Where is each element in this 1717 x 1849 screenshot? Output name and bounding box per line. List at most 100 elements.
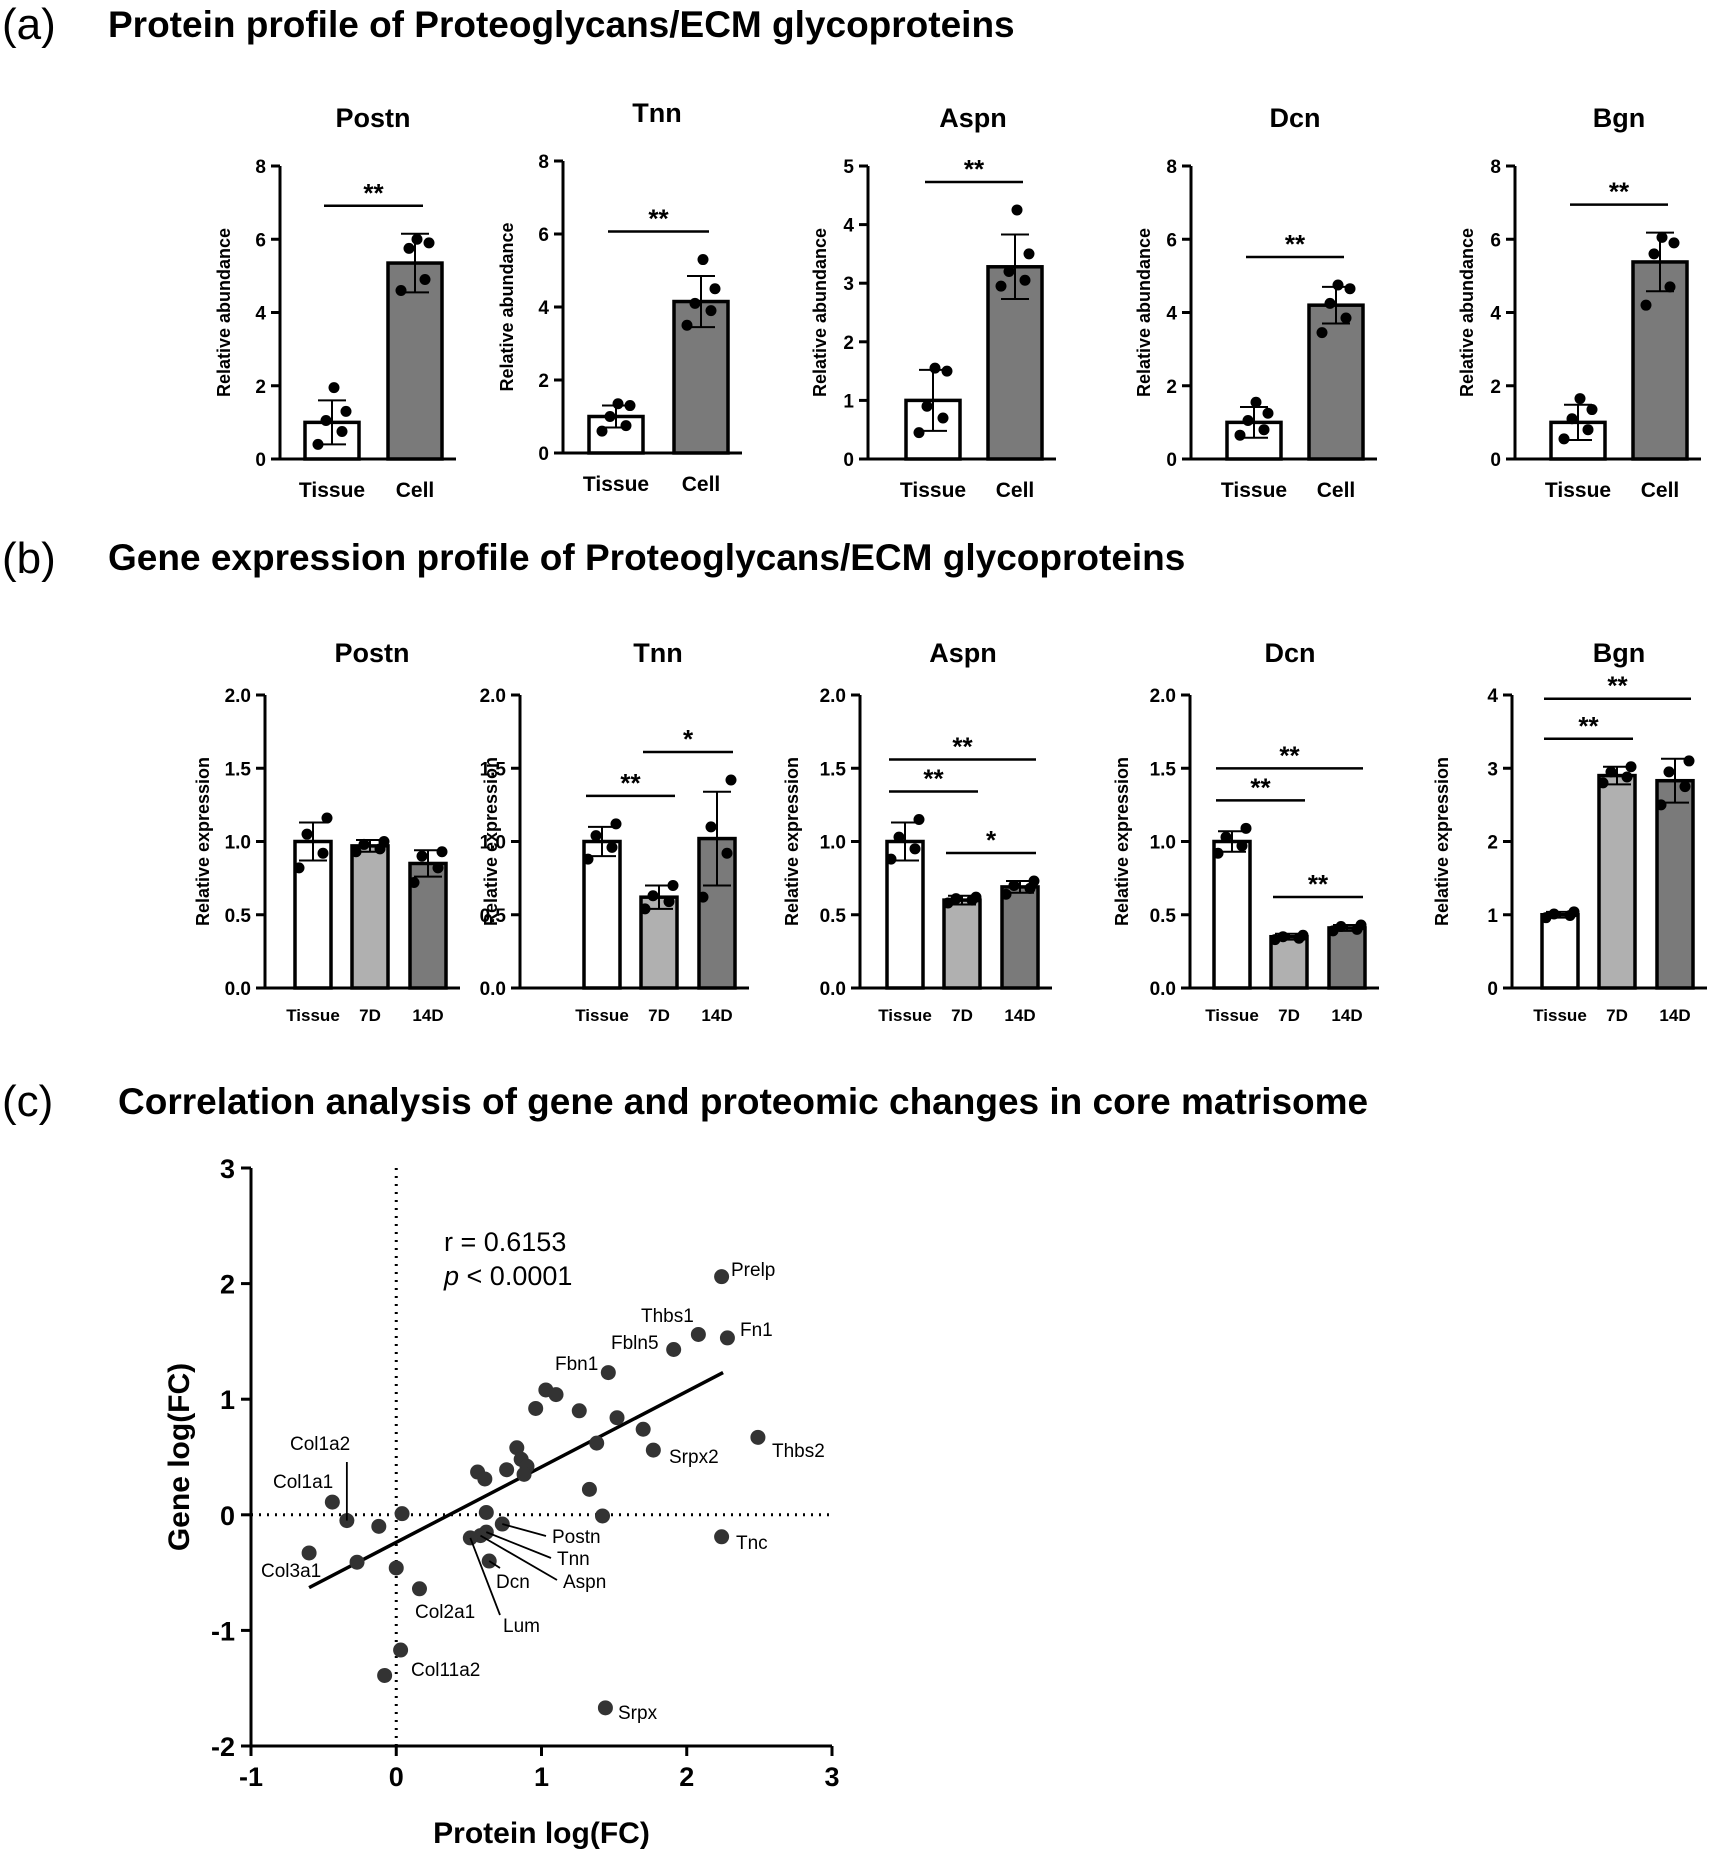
data-point xyxy=(950,893,962,905)
x-tick-label: 3 xyxy=(824,1762,839,1792)
category-label: Tissue xyxy=(1545,479,1611,502)
data-point xyxy=(612,398,624,410)
y-axis-label: Relative expression xyxy=(782,757,802,926)
chart-title: Bgn xyxy=(1593,103,1645,133)
category-label: Tissue xyxy=(286,1006,340,1025)
data-point xyxy=(913,427,925,439)
y-tick-label: 2 xyxy=(220,1270,235,1300)
bar xyxy=(1597,773,1637,990)
data-point xyxy=(1648,248,1660,260)
scatter-point xyxy=(349,1554,365,1570)
data-point xyxy=(1621,771,1633,783)
category-label: Tissue xyxy=(299,479,365,502)
scatter-point xyxy=(666,1341,682,1357)
y-tick-label: 6 xyxy=(538,225,549,246)
chart-title: Bgn xyxy=(1593,638,1645,668)
data-point xyxy=(1586,404,1598,416)
point-label: Fn1 xyxy=(740,1320,773,1341)
data-point xyxy=(408,877,420,889)
panel-c-title: Correlation analysis of gene and proteom… xyxy=(118,1081,1369,1122)
data-point xyxy=(1008,879,1020,891)
data-point xyxy=(1000,888,1012,900)
x-axis-label: Protein log(FC) xyxy=(433,1817,650,1849)
y-tick-label: 6 xyxy=(255,230,266,251)
bar-chart-a-aspn: Aspn Relative abundance 0 1 2 3 4 5 Tissue Cell ** xyxy=(810,103,1056,502)
data-point xyxy=(1277,931,1289,943)
data-point xyxy=(1344,283,1356,295)
bar xyxy=(1655,778,1695,990)
data-point xyxy=(582,853,594,865)
y-tick-label: 1 xyxy=(843,391,854,412)
data-point xyxy=(705,305,717,317)
x-tick-label: 2 xyxy=(679,1762,694,1792)
scatter-point xyxy=(589,1435,605,1451)
significance-label: ** xyxy=(1285,229,1306,259)
panel-b-title: Gene expression profile of Proteoglycans… xyxy=(108,537,1186,578)
bar-chart-a-postn: Postn Relative abundance 0 2 4 6 8 Tissue Cell ** xyxy=(214,103,456,502)
y-tick-label: 0.0 xyxy=(820,979,846,1000)
y-axis-label: Gene log(FC) xyxy=(163,1363,196,1551)
y-tick-label: 0 xyxy=(1487,979,1498,1000)
category-label: 14D xyxy=(701,1006,732,1025)
data-point xyxy=(937,412,949,424)
bar xyxy=(293,839,333,990)
bar xyxy=(1000,885,1040,990)
y-tick-label: 2 xyxy=(843,333,854,354)
y-tick-label: 4 xyxy=(1487,686,1498,707)
scatter-point xyxy=(597,1700,613,1716)
data-point xyxy=(647,890,659,902)
data-point xyxy=(1335,920,1347,932)
y-tick-label: 1.0 xyxy=(225,833,251,854)
chart-title: Tnn xyxy=(633,638,682,668)
y-tick-label: 2 xyxy=(1166,377,1177,398)
data-point xyxy=(604,411,616,422)
data-point xyxy=(1625,761,1637,773)
scatter-point xyxy=(371,1518,387,1534)
y-axis-label: Relative expression xyxy=(481,757,501,926)
category-label: Cell xyxy=(996,479,1035,502)
data-point xyxy=(1220,831,1232,843)
scatter-point xyxy=(581,1481,597,1497)
category-label: Tissue xyxy=(900,479,966,502)
data-point xyxy=(921,400,933,412)
panel-c-letter: (c) xyxy=(2,1077,54,1126)
y-tick-label: 0.5 xyxy=(820,906,847,927)
data-point xyxy=(929,362,941,374)
y-tick-label: 0.0 xyxy=(225,979,251,1000)
y-tick-label: 2.0 xyxy=(225,686,251,707)
data-point xyxy=(942,897,954,909)
data-point xyxy=(416,850,428,862)
label-leader-line xyxy=(469,1537,501,1616)
data-point xyxy=(411,233,423,245)
significance-label: * xyxy=(683,724,694,754)
point-label: Prelp xyxy=(731,1260,775,1281)
y-tick-label: 4 xyxy=(843,216,854,237)
y-tick-label: 4 xyxy=(1490,304,1501,325)
scatter-point xyxy=(609,1410,625,1426)
y-tick-label: 1.0 xyxy=(1150,833,1176,854)
chart-title: Aspn xyxy=(929,638,997,668)
y-tick-label: 0 xyxy=(1166,450,1177,471)
data-point xyxy=(358,838,370,850)
significance-label: ** xyxy=(1609,177,1630,207)
point-label: Thbs2 xyxy=(772,1441,825,1462)
scatter-point xyxy=(719,1330,735,1346)
data-point xyxy=(705,821,717,833)
scatter-point xyxy=(394,1506,410,1522)
data-point xyxy=(1327,925,1339,937)
y-tick-label: 0.0 xyxy=(480,979,506,1000)
data-point xyxy=(1324,297,1336,309)
y-axis-label: Relative expression xyxy=(1432,757,1452,926)
data-point xyxy=(1234,429,1246,441)
data-point xyxy=(1011,204,1023,216)
y-tick-label: 4 xyxy=(1166,304,1177,325)
significance-label: ** xyxy=(952,732,973,762)
category-label: Tissue xyxy=(1221,479,1287,502)
data-point xyxy=(596,425,608,437)
data-point xyxy=(432,862,444,874)
category-label: Cell xyxy=(1317,479,1356,502)
scatter-point xyxy=(477,1471,493,1487)
significance-label: ** xyxy=(1308,869,1329,899)
bar xyxy=(1540,913,1580,990)
data-point xyxy=(620,420,632,432)
